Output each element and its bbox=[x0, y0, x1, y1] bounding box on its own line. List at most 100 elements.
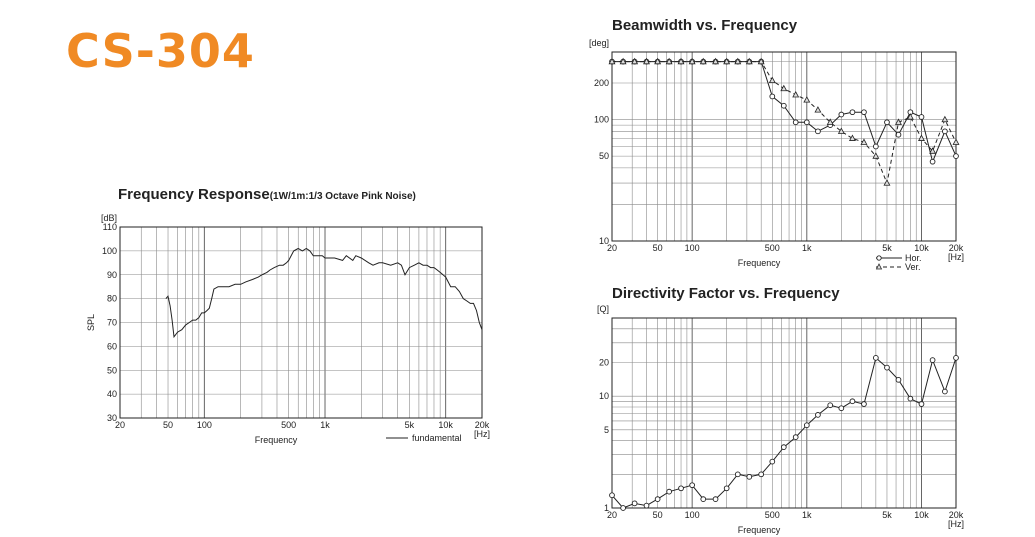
y-tick-label: 30 bbox=[107, 413, 117, 423]
y-tick-label: 1 bbox=[604, 503, 609, 513]
y-tick-label: 50 bbox=[107, 365, 117, 375]
x-tick-label: 10k bbox=[438, 420, 453, 430]
y-unit-label: [dB] bbox=[101, 213, 117, 223]
data-point bbox=[689, 482, 695, 489]
data-point bbox=[723, 57, 731, 65]
data-point bbox=[918, 134, 925, 141]
y-tick-label: 100 bbox=[102, 246, 117, 256]
data-point bbox=[815, 128, 821, 135]
data-point bbox=[929, 158, 936, 165]
data-point bbox=[803, 119, 810, 126]
data-point bbox=[769, 93, 776, 100]
data-point bbox=[643, 57, 650, 65]
legend-label: Hor. bbox=[905, 253, 922, 263]
x-tick-label: 10k bbox=[914, 243, 929, 253]
x-unit-label: [Hz] bbox=[948, 519, 964, 529]
data-point bbox=[827, 402, 834, 409]
x-tick-label: 100 bbox=[685, 243, 700, 253]
data-point bbox=[929, 357, 936, 363]
data-point bbox=[815, 412, 821, 418]
y-tick-label: 200 bbox=[594, 78, 609, 88]
data-point bbox=[643, 502, 650, 509]
y-tick-label: 90 bbox=[107, 270, 117, 280]
y-tick-label: 40 bbox=[107, 389, 117, 399]
x-tick-label: 50 bbox=[653, 243, 663, 253]
x-tick-label: 20 bbox=[115, 420, 125, 430]
data-point bbox=[918, 114, 925, 120]
data-point bbox=[631, 57, 639, 65]
x-tick-label: 1k bbox=[802, 510, 812, 520]
y-tick-label: 10 bbox=[599, 236, 609, 246]
series-line-ver bbox=[612, 61, 957, 185]
data-point bbox=[826, 118, 834, 125]
product-title: CS-304 bbox=[66, 24, 255, 78]
plot-frame bbox=[611, 317, 957, 509]
legend-marker bbox=[875, 263, 883, 270]
frequency-response-title: Frequency Response(1W/1m:1/3 Octave Pink… bbox=[118, 186, 416, 203]
data-point bbox=[780, 102, 787, 109]
y-tick-label: 20 bbox=[599, 358, 609, 368]
data-point bbox=[907, 395, 914, 402]
data-point bbox=[848, 134, 856, 141]
data-point bbox=[861, 109, 867, 116]
data-point bbox=[838, 111, 845, 118]
data-point bbox=[619, 57, 627, 65]
data-point bbox=[665, 57, 673, 65]
x-tick-label: 20k bbox=[949, 510, 964, 520]
data-point bbox=[883, 179, 891, 186]
x-axis-label: Frequency bbox=[738, 258, 781, 268]
data-point bbox=[608, 57, 616, 65]
data-point bbox=[953, 355, 959, 361]
x-tick-label: 500 bbox=[281, 420, 296, 430]
data-point bbox=[609, 492, 615, 499]
frequency-response-title-main: Frequency Response bbox=[118, 186, 270, 203]
x-tick-label: 10k bbox=[914, 510, 929, 520]
x-tick-label: 20k bbox=[949, 243, 964, 253]
y-tick-label: 70 bbox=[107, 318, 117, 328]
data-point bbox=[780, 84, 788, 92]
data-point bbox=[942, 388, 948, 395]
data-point bbox=[906, 113, 914, 120]
data-point bbox=[746, 473, 753, 480]
legend-marker bbox=[876, 255, 882, 261]
data-point bbox=[952, 138, 960, 145]
data-point bbox=[712, 496, 719, 502]
data-point bbox=[688, 57, 696, 65]
data-point bbox=[895, 118, 902, 125]
data-point bbox=[677, 57, 685, 65]
beamwidth-chart-title: Beamwidth vs. Frequency bbox=[612, 17, 798, 34]
x-tick-label: 500 bbox=[765, 510, 780, 520]
data-point bbox=[953, 153, 959, 159]
data-point bbox=[941, 115, 949, 123]
data-point bbox=[803, 422, 810, 429]
chart-fr: 20 50 100 500 1k 5k 10k 20k[Hz] 30 40 50 60 70 80 90 10… bbox=[86, 213, 490, 445]
legend-label: Ver. bbox=[905, 262, 921, 272]
x-tick-label: 20 bbox=[607, 510, 617, 520]
y-tick-label: 80 bbox=[107, 294, 117, 304]
data-point bbox=[768, 76, 776, 84]
x-tick-label: 50 bbox=[653, 510, 663, 520]
x-tick-label: 100 bbox=[197, 420, 212, 430]
data-point bbox=[803, 96, 811, 103]
data-point bbox=[780, 444, 787, 451]
data-point bbox=[723, 485, 730, 492]
data-point bbox=[873, 355, 879, 361]
data-point bbox=[734, 471, 741, 478]
plot-frame bbox=[119, 226, 483, 419]
legend-label: fundamental bbox=[412, 433, 462, 443]
x-tick-label: 500 bbox=[765, 243, 780, 253]
x-unit-label: [Hz] bbox=[474, 429, 490, 439]
y-tick-label: 50 bbox=[599, 151, 609, 161]
directivity-chart-title: Directivity Factor vs. Frequency bbox=[612, 285, 840, 302]
x-axis-label: Frequency bbox=[255, 435, 298, 445]
data-point bbox=[792, 119, 799, 126]
data-point bbox=[942, 128, 948, 135]
y-tick-label: 60 bbox=[107, 341, 117, 351]
plot-frame bbox=[611, 51, 957, 242]
x-axis-label: Frequency bbox=[738, 525, 781, 535]
x-tick-label: 1k bbox=[320, 420, 330, 430]
data-point bbox=[884, 364, 890, 371]
data-point bbox=[654, 496, 661, 502]
y-tick-label: 110 bbox=[103, 222, 117, 232]
data-point bbox=[873, 143, 879, 150]
